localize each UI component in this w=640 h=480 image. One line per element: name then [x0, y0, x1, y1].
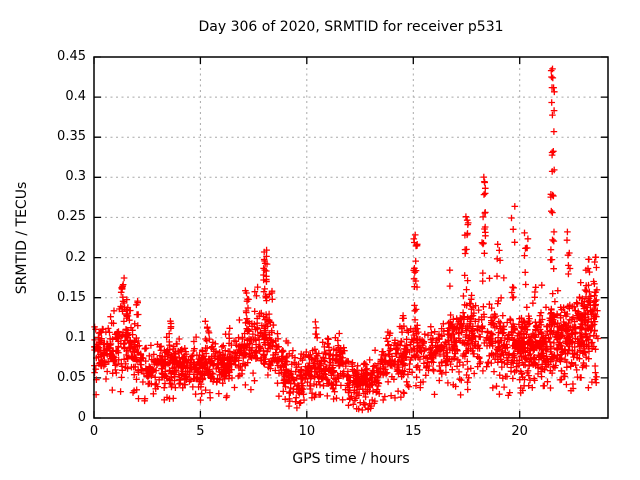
y-tick-label: 0.1 — [65, 329, 86, 345]
y-axis-label: SRMTID / TECUs — [14, 181, 30, 295]
x-tick-label: 15 — [404, 424, 422, 439]
x-tick-label: 20 — [511, 424, 528, 439]
y-tick-label: 0.35 — [57, 129, 86, 145]
y-tick-label: 0.05 — [57, 369, 86, 385]
plot-border — [93, 56, 609, 419]
y-tick-label: 0.2 — [65, 249, 86, 265]
y-tick-label: 0.25 — [57, 209, 86, 225]
y-tick-label: 0.4 — [65, 89, 86, 105]
x-axis-label: GPS time / hours — [292, 451, 410, 467]
y-tick-label: 0 — [77, 410, 86, 425]
x-tick-label: 5 — [196, 424, 205, 439]
scatter-points — [91, 65, 602, 414]
x-tick-label: 10 — [298, 424, 316, 439]
x-tick-label: 0 — [89, 424, 99, 439]
y-tick-label: 0.45 — [57, 49, 86, 64]
y-tick-label: 0.15 — [57, 289, 86, 305]
chart-title: Day 306 of 2020, SRMTID for receiver p53… — [198, 19, 504, 35]
y-tick-label: 0.3 — [65, 169, 86, 185]
